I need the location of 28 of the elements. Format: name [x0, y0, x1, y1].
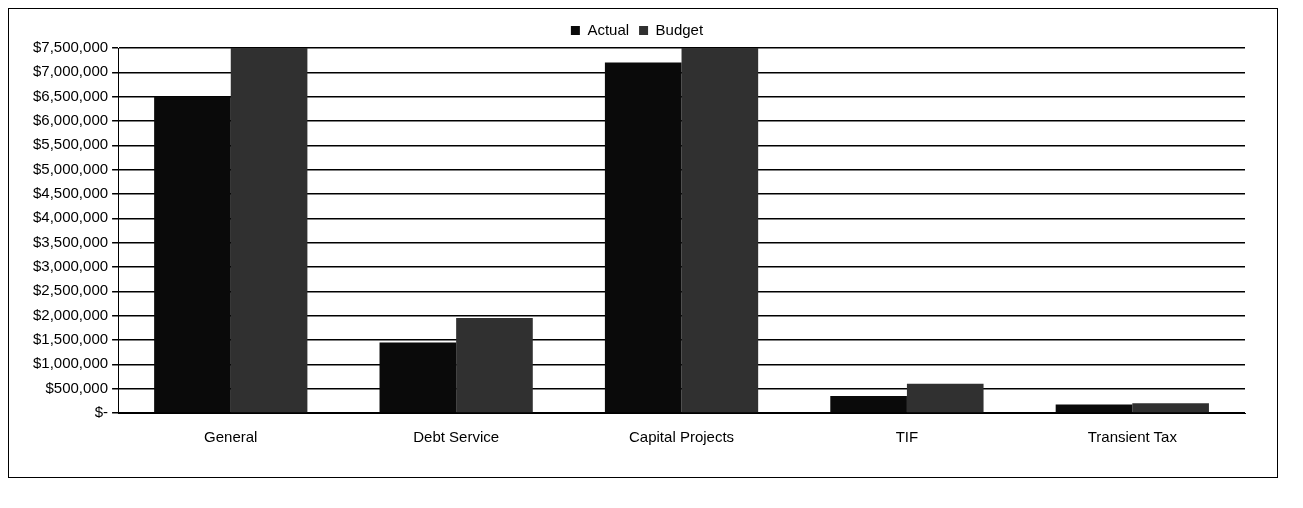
y-tick-label: $2,500,000 — [33, 281, 109, 299]
bar — [681, 48, 759, 413]
y-tick-label: $6,000,000 — [33, 111, 109, 129]
y-tick-label: $5,000,000 — [33, 159, 109, 177]
bar — [1132, 403, 1209, 413]
y-tick-label: $4,500,000 — [33, 184, 109, 202]
y-tick-label: $3,000,000 — [33, 257, 109, 275]
x-tick-label: TIF — [895, 428, 919, 446]
x-tick-label: Capital Projects — [629, 428, 735, 446]
bar — [906, 383, 984, 413]
bar — [230, 48, 308, 413]
y-tick-label: $500,000 — [45, 378, 109, 396]
legend-label: Actual — [587, 20, 630, 38]
y-tick-label: $3,500,000 — [33, 232, 109, 250]
bar — [456, 318, 533, 413]
y-tick-label: $5,500,000 — [33, 135, 109, 153]
y-tick-label: $1,500,000 — [33, 330, 109, 348]
y-tick-label: $1,000,000 — [33, 354, 109, 372]
y-tick-label: $6,500,000 — [33, 86, 109, 104]
y-tick-label: $7,500,000 — [33, 38, 109, 56]
x-tick-label: Debt Service — [413, 428, 500, 446]
y-tick-label: $2,000,000 — [33, 305, 109, 323]
y-tick-label: $- — [94, 403, 109, 421]
legend-label: Budget — [655, 20, 704, 38]
y-tick-label: $7,000,000 — [33, 62, 109, 80]
x-tick-label: General — [204, 428, 258, 446]
x-tick-label: Transient Tax — [1087, 428, 1178, 446]
y-tick-label: $4,000,000 — [33, 208, 109, 226]
